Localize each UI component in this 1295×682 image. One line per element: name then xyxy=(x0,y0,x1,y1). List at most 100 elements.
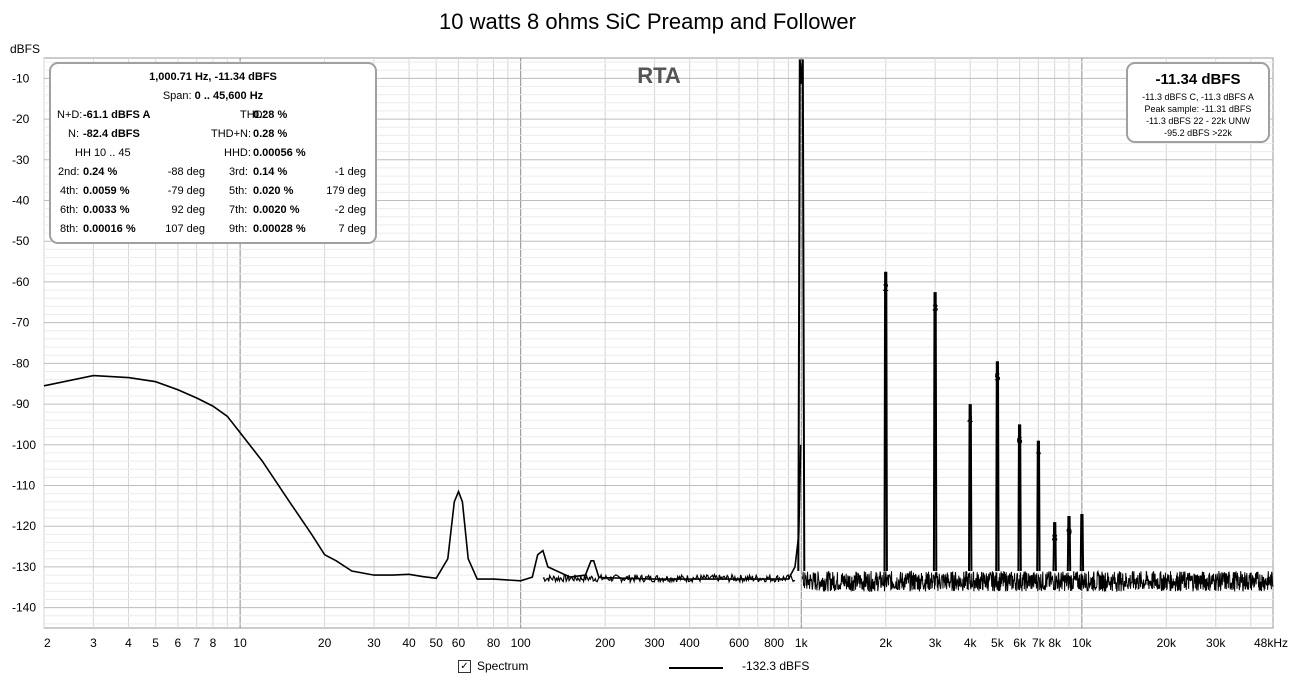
peak-label: 6 xyxy=(1017,435,1023,447)
y-axis-label: dBFS xyxy=(10,42,40,56)
harmonic-value: 0.00016 % xyxy=(83,223,136,235)
y-tick-label: -50 xyxy=(12,234,30,248)
distortion-info-box[interactable]: 1,000.71 Hz, -11.34 dBFS Span: 0 .. 45,6… xyxy=(49,62,377,244)
spectrum-checkbox[interactable]: ✓ xyxy=(458,660,471,673)
y-tick-label: -140 xyxy=(12,601,36,615)
x-tick-label: 80 xyxy=(487,636,501,650)
x-tick-label: 2 xyxy=(44,636,51,650)
y-tick-label: -70 xyxy=(12,316,30,330)
y-tick-label: -10 xyxy=(12,71,30,85)
info-header-frequency: 1,000.71 Hz, -11.34 dBFS xyxy=(149,71,277,83)
info-nd-label: N+D: xyxy=(57,109,83,121)
x-tick-label: 4k xyxy=(964,636,978,650)
y-tick-label: -20 xyxy=(12,112,30,126)
peak-label: 1 xyxy=(798,70,804,82)
x-tick-label: 3 xyxy=(90,636,97,650)
spectrum-noise-mid xyxy=(542,572,796,585)
info-nd-value: -61.1 dBFS A xyxy=(83,109,151,121)
legend-series-name: Spectrum xyxy=(477,659,529,673)
y-tick-label: -80 xyxy=(12,356,30,370)
y-tick-label: -130 xyxy=(12,560,36,574)
x-tick-label: 2k xyxy=(879,636,893,650)
harmonic-label: 4th: xyxy=(60,185,79,197)
y-tick-label: -40 xyxy=(12,194,30,208)
x-tick-label: 6k xyxy=(1013,636,1027,650)
y-tick-label: -30 xyxy=(12,153,30,167)
x-tick-label: 800 xyxy=(764,636,784,650)
info-span-label: Span: xyxy=(162,90,192,102)
info-n-label: N: xyxy=(68,128,79,140)
x-tick-label: 1k xyxy=(795,636,809,650)
peak-label: 2 xyxy=(883,282,889,294)
harmonic-value: 0.14 % xyxy=(253,166,288,178)
x-tick-label: 30k xyxy=(1206,636,1226,650)
info-thdn-value: 0.28 % xyxy=(253,128,288,140)
harmonic-peak xyxy=(1036,440,1041,572)
legend-line-swatch xyxy=(669,667,723,669)
info-thd-value: 0.28 % xyxy=(253,109,288,121)
harmonic-value: 0.020 % xyxy=(253,185,294,197)
harmonic-value: 0.24 % xyxy=(83,166,118,178)
x-tick-label: 7k xyxy=(1032,636,1046,650)
y-tick-label: -110 xyxy=(12,479,35,493)
harmonic-value: 0.0020 % xyxy=(253,204,300,216)
x-tick-label: 40 xyxy=(402,636,416,650)
harmonic-value: 0.00028 % xyxy=(253,223,306,235)
x-tick-label: 30 xyxy=(367,636,381,650)
harmonic-peak xyxy=(797,59,806,572)
peak-label: 4 xyxy=(967,415,973,427)
harmonic-phase: -2 deg xyxy=(334,204,366,216)
x-tick-label: 4 xyxy=(125,636,132,650)
harmonic-peak xyxy=(1052,522,1057,572)
harmonic-peak xyxy=(1066,515,1072,572)
level-weighted: -11.3 dBFS C, -11.3 dBFS A xyxy=(1142,92,1254,102)
peak-label: 3 xyxy=(932,303,938,315)
harmonic-phase: -1 deg xyxy=(334,166,366,178)
harmonic-phase: 107 deg xyxy=(165,223,205,235)
x-tick-label: 10k xyxy=(1072,636,1092,650)
level-readout-box[interactable]: -11.34 dBFS -11.3 dBFS C, -11.3 dBFS A P… xyxy=(1126,62,1270,143)
x-tick-label: 300 xyxy=(645,636,665,650)
harmonic-label: 3rd: xyxy=(229,166,248,178)
y-tick-label: -60 xyxy=(12,275,30,289)
harmonic-peak xyxy=(932,292,938,572)
harmonic-phase: -79 deg xyxy=(167,185,205,197)
info-n-value: -82.4 dBFS xyxy=(83,128,140,140)
x-tick-label: 10 xyxy=(233,636,247,650)
harmonic-label: 2nd: xyxy=(58,166,80,178)
x-tick-label: 8 xyxy=(210,636,217,650)
x-tick-label: 3k xyxy=(929,636,943,650)
harmonic-peak xyxy=(968,404,973,572)
harmonic-label: 5th: xyxy=(229,185,248,197)
info-hh-label: HH 10 .. 45 xyxy=(75,147,131,159)
chart-title: 10 watts 8 ohms SiC Preamp and Follower xyxy=(439,9,856,34)
harmonic-peak xyxy=(1017,424,1022,572)
harmonic-label: 8th: xyxy=(60,223,79,235)
harmonic-phase: -88 deg xyxy=(167,166,205,178)
harmonic-label: 6th: xyxy=(60,204,79,216)
spectrum-noise-high xyxy=(801,569,1274,593)
harmonic-peak xyxy=(1079,513,1085,572)
info-hhd-value: 0.00056 % xyxy=(253,147,306,159)
peak-label: 9 xyxy=(1066,526,1072,538)
x-tick-label: 60 xyxy=(452,636,466,650)
y-tick-label: -100 xyxy=(12,438,36,452)
peak-label: 5 xyxy=(994,372,1000,384)
info-thd-label: THD: xyxy=(240,109,266,121)
level-main: -11.34 dBFS xyxy=(1155,71,1241,88)
x-tick-label: 5k xyxy=(991,636,1005,650)
x-tick-label: 200 xyxy=(595,636,615,650)
level-peak-sample: Peak sample: -11.31 dBFS xyxy=(1144,104,1252,114)
x-tick-label: 20 xyxy=(318,636,332,650)
level-unweighted: -11.3 dBFS 22 - 22k UNW xyxy=(1146,116,1250,126)
harmonic-value: 0.0033 % xyxy=(83,204,130,216)
x-tick-label: 7 xyxy=(193,636,200,650)
harmonic-phase: 179 deg xyxy=(326,185,366,197)
info-thdn-label: THD+N: xyxy=(211,128,252,140)
peak-label: 8 xyxy=(1052,533,1058,545)
legend-value: -132.3 dBFS xyxy=(742,659,810,673)
info-span: Span: 0 .. 45,600 Hz xyxy=(51,90,375,102)
x-tick-label: 100 xyxy=(511,636,531,650)
harmonic-peak xyxy=(995,361,1000,572)
y-tick-label: -90 xyxy=(12,397,30,411)
